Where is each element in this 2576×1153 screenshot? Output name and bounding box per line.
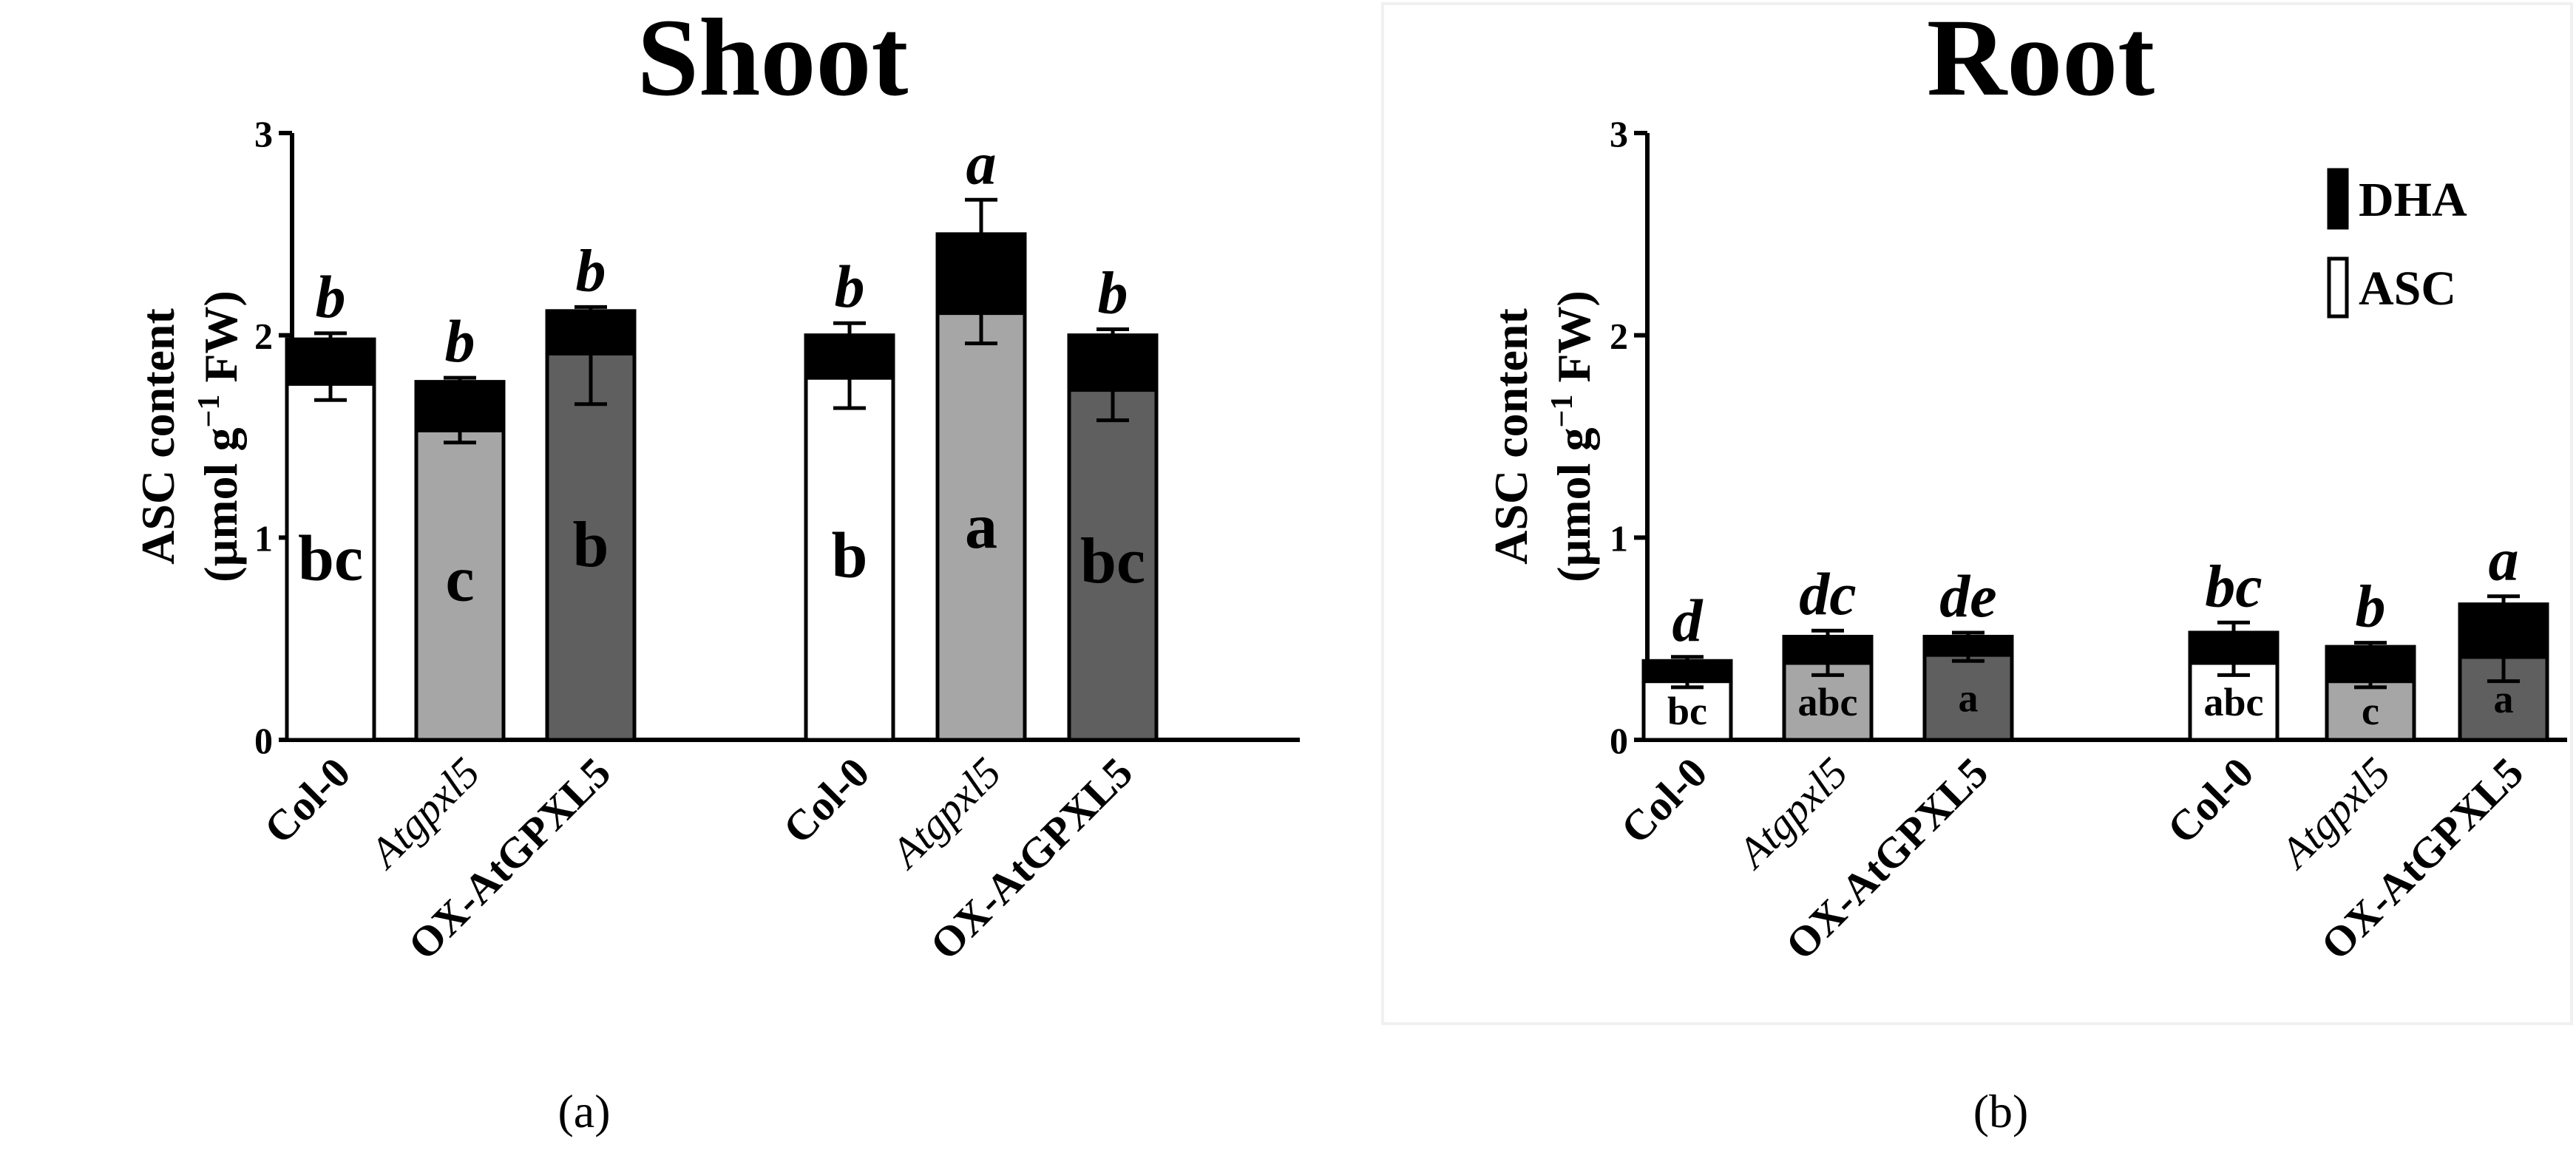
y-tick-label: 3 xyxy=(254,113,273,154)
x-tick-label: Col-0 xyxy=(1612,748,1717,853)
significance-label-total: b xyxy=(835,253,865,320)
x-tick-label: Col-0 xyxy=(774,748,879,853)
bar-asc-3 xyxy=(545,351,637,742)
bar-dha-5 xyxy=(935,232,1027,316)
x-tick-label: Col-0 xyxy=(255,748,360,853)
chart-title: Shoot xyxy=(637,0,909,119)
significance-label-total: a xyxy=(2489,526,2519,593)
significance-label-asc: bc xyxy=(1080,526,1145,597)
bar-dha-4 xyxy=(804,333,895,380)
y-tick-label: 0 xyxy=(1610,720,1628,761)
panel-b-frame xyxy=(1381,2,2573,1025)
y-tick-label: 1 xyxy=(1610,517,1628,559)
significance-label-asc: b xyxy=(573,509,609,581)
significance-label-asc: abc xyxy=(2204,680,2264,724)
y-tick-label: 1 xyxy=(254,517,273,559)
significance-label-asc: bc xyxy=(298,523,363,594)
significance-label-asc: a xyxy=(965,491,997,562)
significance-label-total: b xyxy=(1098,259,1128,326)
panel-label: (a) xyxy=(557,1085,610,1137)
y-axis-label-line2: (µmol g−1 FW) xyxy=(1545,290,1600,582)
bar-asc-5 xyxy=(935,311,1027,742)
bar-dha-2 xyxy=(414,380,506,432)
significance-label-asc: c xyxy=(2362,689,2379,733)
bar-dha-3 xyxy=(1922,634,2014,657)
y-tick-label: 2 xyxy=(254,316,273,357)
bar-asc-4 xyxy=(2188,661,2280,742)
x-tick-label: Atgpxl5 xyxy=(359,748,489,878)
bar-dha-6 xyxy=(2458,602,2549,659)
bar-dha-6 xyxy=(1067,333,1159,392)
bar-dha-1 xyxy=(1641,659,1733,684)
significance-label-total: b xyxy=(2356,573,2386,640)
legend-swatch-asc xyxy=(2327,256,2349,319)
y-axis-label-line2: (µmol g−1 FW) xyxy=(192,290,247,582)
bar-asc-1 xyxy=(285,381,376,742)
bar-asc-6 xyxy=(1067,388,1159,742)
bar-asc-3 xyxy=(1922,653,2014,742)
y-tick-label: 0 xyxy=(254,720,273,761)
legend-label-asc: ASC xyxy=(2359,262,2456,316)
significance-label-total: dc xyxy=(1799,560,1856,627)
significance-label-total: b xyxy=(445,307,475,375)
significance-label-total: d xyxy=(1672,587,1704,654)
significance-label-asc: b xyxy=(832,520,868,592)
bar-dha-2 xyxy=(1782,634,1874,665)
legend-swatch-dha xyxy=(2327,168,2349,230)
y-tick-label: 3 xyxy=(1610,113,1628,154)
y-axis-label-line1: ASC content xyxy=(132,307,184,564)
significance-label-total: de xyxy=(1939,562,1996,630)
legend-label-dha: DHA xyxy=(2359,173,2467,227)
significance-label-total: a xyxy=(966,129,997,197)
significance-label-total: bc xyxy=(2205,552,2262,619)
chart-title: Root xyxy=(1927,0,2155,119)
bar-dha-4 xyxy=(2188,630,2280,665)
y-tick-label: 2 xyxy=(1610,316,1628,357)
significance-label-asc: abc xyxy=(1798,680,1858,724)
y-axis-label-line1: ASC content xyxy=(1485,307,1537,564)
x-tick-label: Atgpxl5 xyxy=(1726,748,1857,878)
significance-label-asc: c xyxy=(445,544,474,616)
x-tick-label: Atgpxl5 xyxy=(2269,748,2399,878)
bar-asc-1 xyxy=(1641,679,1733,742)
bar-dha-5 xyxy=(2325,644,2416,684)
bar-dha-1 xyxy=(285,337,376,386)
panel-label: (b) xyxy=(1973,1085,2029,1137)
bar-dha-3 xyxy=(545,309,637,356)
significance-label-total: b xyxy=(316,263,346,330)
significance-label-total: b xyxy=(576,237,606,304)
significance-label-asc: a xyxy=(1959,676,1979,720)
significance-label-asc: bc xyxy=(1667,689,1707,733)
significance-label-asc: a xyxy=(2494,677,2514,721)
x-tick-label: Atgpxl5 xyxy=(880,748,1010,878)
x-tick-label: Col-0 xyxy=(2158,748,2263,853)
